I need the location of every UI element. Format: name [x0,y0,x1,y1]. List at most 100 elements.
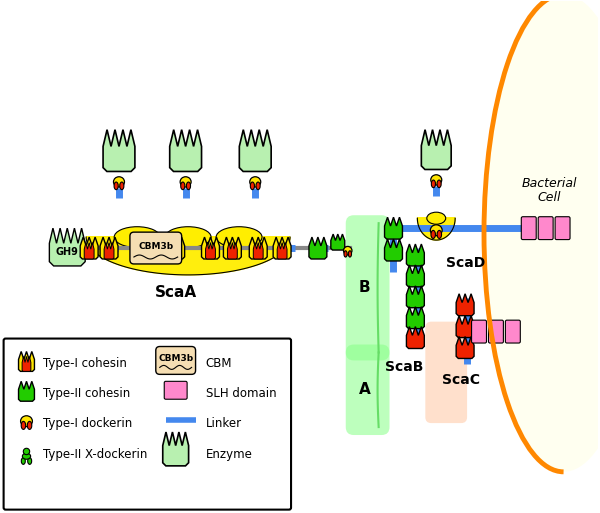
Polygon shape [103,130,135,171]
Polygon shape [170,130,202,171]
Text: CBM3b: CBM3b [138,242,173,250]
Ellipse shape [22,458,25,464]
Ellipse shape [21,421,26,429]
Text: ScaC: ScaC [442,373,480,387]
Polygon shape [406,286,424,308]
FancyBboxPatch shape [505,320,520,343]
Text: SLH domain: SLH domain [206,387,276,400]
Polygon shape [206,243,215,259]
FancyBboxPatch shape [488,320,503,343]
Ellipse shape [28,421,32,429]
Polygon shape [418,218,455,240]
Ellipse shape [430,225,442,235]
Polygon shape [151,243,161,259]
Polygon shape [147,237,165,259]
Polygon shape [239,130,271,171]
Text: Linker: Linker [206,417,242,429]
Polygon shape [385,239,403,261]
Ellipse shape [437,230,442,239]
FancyBboxPatch shape [521,216,536,240]
Polygon shape [406,327,424,348]
Ellipse shape [431,180,436,188]
FancyBboxPatch shape [425,322,467,423]
Polygon shape [19,351,34,371]
Polygon shape [167,237,185,259]
FancyBboxPatch shape [346,345,389,435]
Polygon shape [253,243,263,259]
Ellipse shape [120,182,124,190]
Ellipse shape [256,182,260,190]
Text: Type-I cohesin: Type-I cohesin [43,357,127,370]
Ellipse shape [181,182,185,190]
Polygon shape [309,237,327,259]
Text: CBM: CBM [206,357,232,370]
Polygon shape [406,244,424,266]
Ellipse shape [187,182,191,190]
Polygon shape [277,243,287,259]
Polygon shape [331,234,345,250]
Text: CBM3b: CBM3b [158,354,193,363]
Ellipse shape [20,416,32,427]
Polygon shape [22,357,31,371]
Ellipse shape [484,0,600,472]
Polygon shape [406,307,424,329]
Ellipse shape [165,227,211,247]
Ellipse shape [113,177,124,187]
Ellipse shape [22,453,31,459]
FancyBboxPatch shape [156,346,196,374]
Polygon shape [80,237,98,259]
Ellipse shape [431,230,436,239]
Polygon shape [385,217,403,239]
Ellipse shape [349,251,352,257]
Text: GH9: GH9 [56,247,79,256]
Text: Type-I dockerin: Type-I dockerin [43,417,133,429]
Text: Bacterial: Bacterial [522,177,577,190]
Ellipse shape [28,458,32,464]
FancyBboxPatch shape [538,216,553,240]
Text: ScaD: ScaD [446,256,486,270]
Polygon shape [100,237,118,259]
Polygon shape [456,337,474,359]
Text: Type-II X-dockerin: Type-II X-dockerin [43,448,148,461]
Circle shape [23,448,29,455]
Ellipse shape [114,182,118,190]
Polygon shape [249,237,267,259]
Text: ScaB: ScaB [385,361,424,374]
Polygon shape [163,432,188,466]
FancyBboxPatch shape [555,216,570,240]
Polygon shape [202,237,220,259]
Polygon shape [227,243,237,259]
Ellipse shape [427,212,446,224]
Polygon shape [406,265,424,287]
Ellipse shape [250,182,254,190]
Polygon shape [456,315,474,338]
Ellipse shape [180,177,191,187]
Ellipse shape [431,175,442,185]
Ellipse shape [250,177,261,187]
Polygon shape [421,130,451,169]
Polygon shape [273,237,291,259]
Polygon shape [171,243,181,259]
Ellipse shape [216,227,262,247]
Polygon shape [19,381,34,401]
Ellipse shape [437,180,441,188]
Text: A: A [359,382,370,397]
FancyBboxPatch shape [4,339,291,509]
FancyBboxPatch shape [472,320,487,343]
Ellipse shape [344,251,347,257]
Text: ScaA: ScaA [155,285,197,300]
FancyBboxPatch shape [164,381,187,399]
Text: Type-II cohesin: Type-II cohesin [43,387,131,400]
Polygon shape [49,228,85,266]
Text: Cell: Cell [538,191,562,204]
Ellipse shape [114,227,160,247]
Polygon shape [104,243,114,259]
Polygon shape [86,237,290,275]
Polygon shape [84,243,94,259]
Ellipse shape [344,246,352,255]
Text: B: B [359,280,370,295]
Text: Enzyme: Enzyme [206,448,253,461]
FancyBboxPatch shape [130,232,182,264]
Polygon shape [223,237,241,259]
Polygon shape [456,294,474,315]
